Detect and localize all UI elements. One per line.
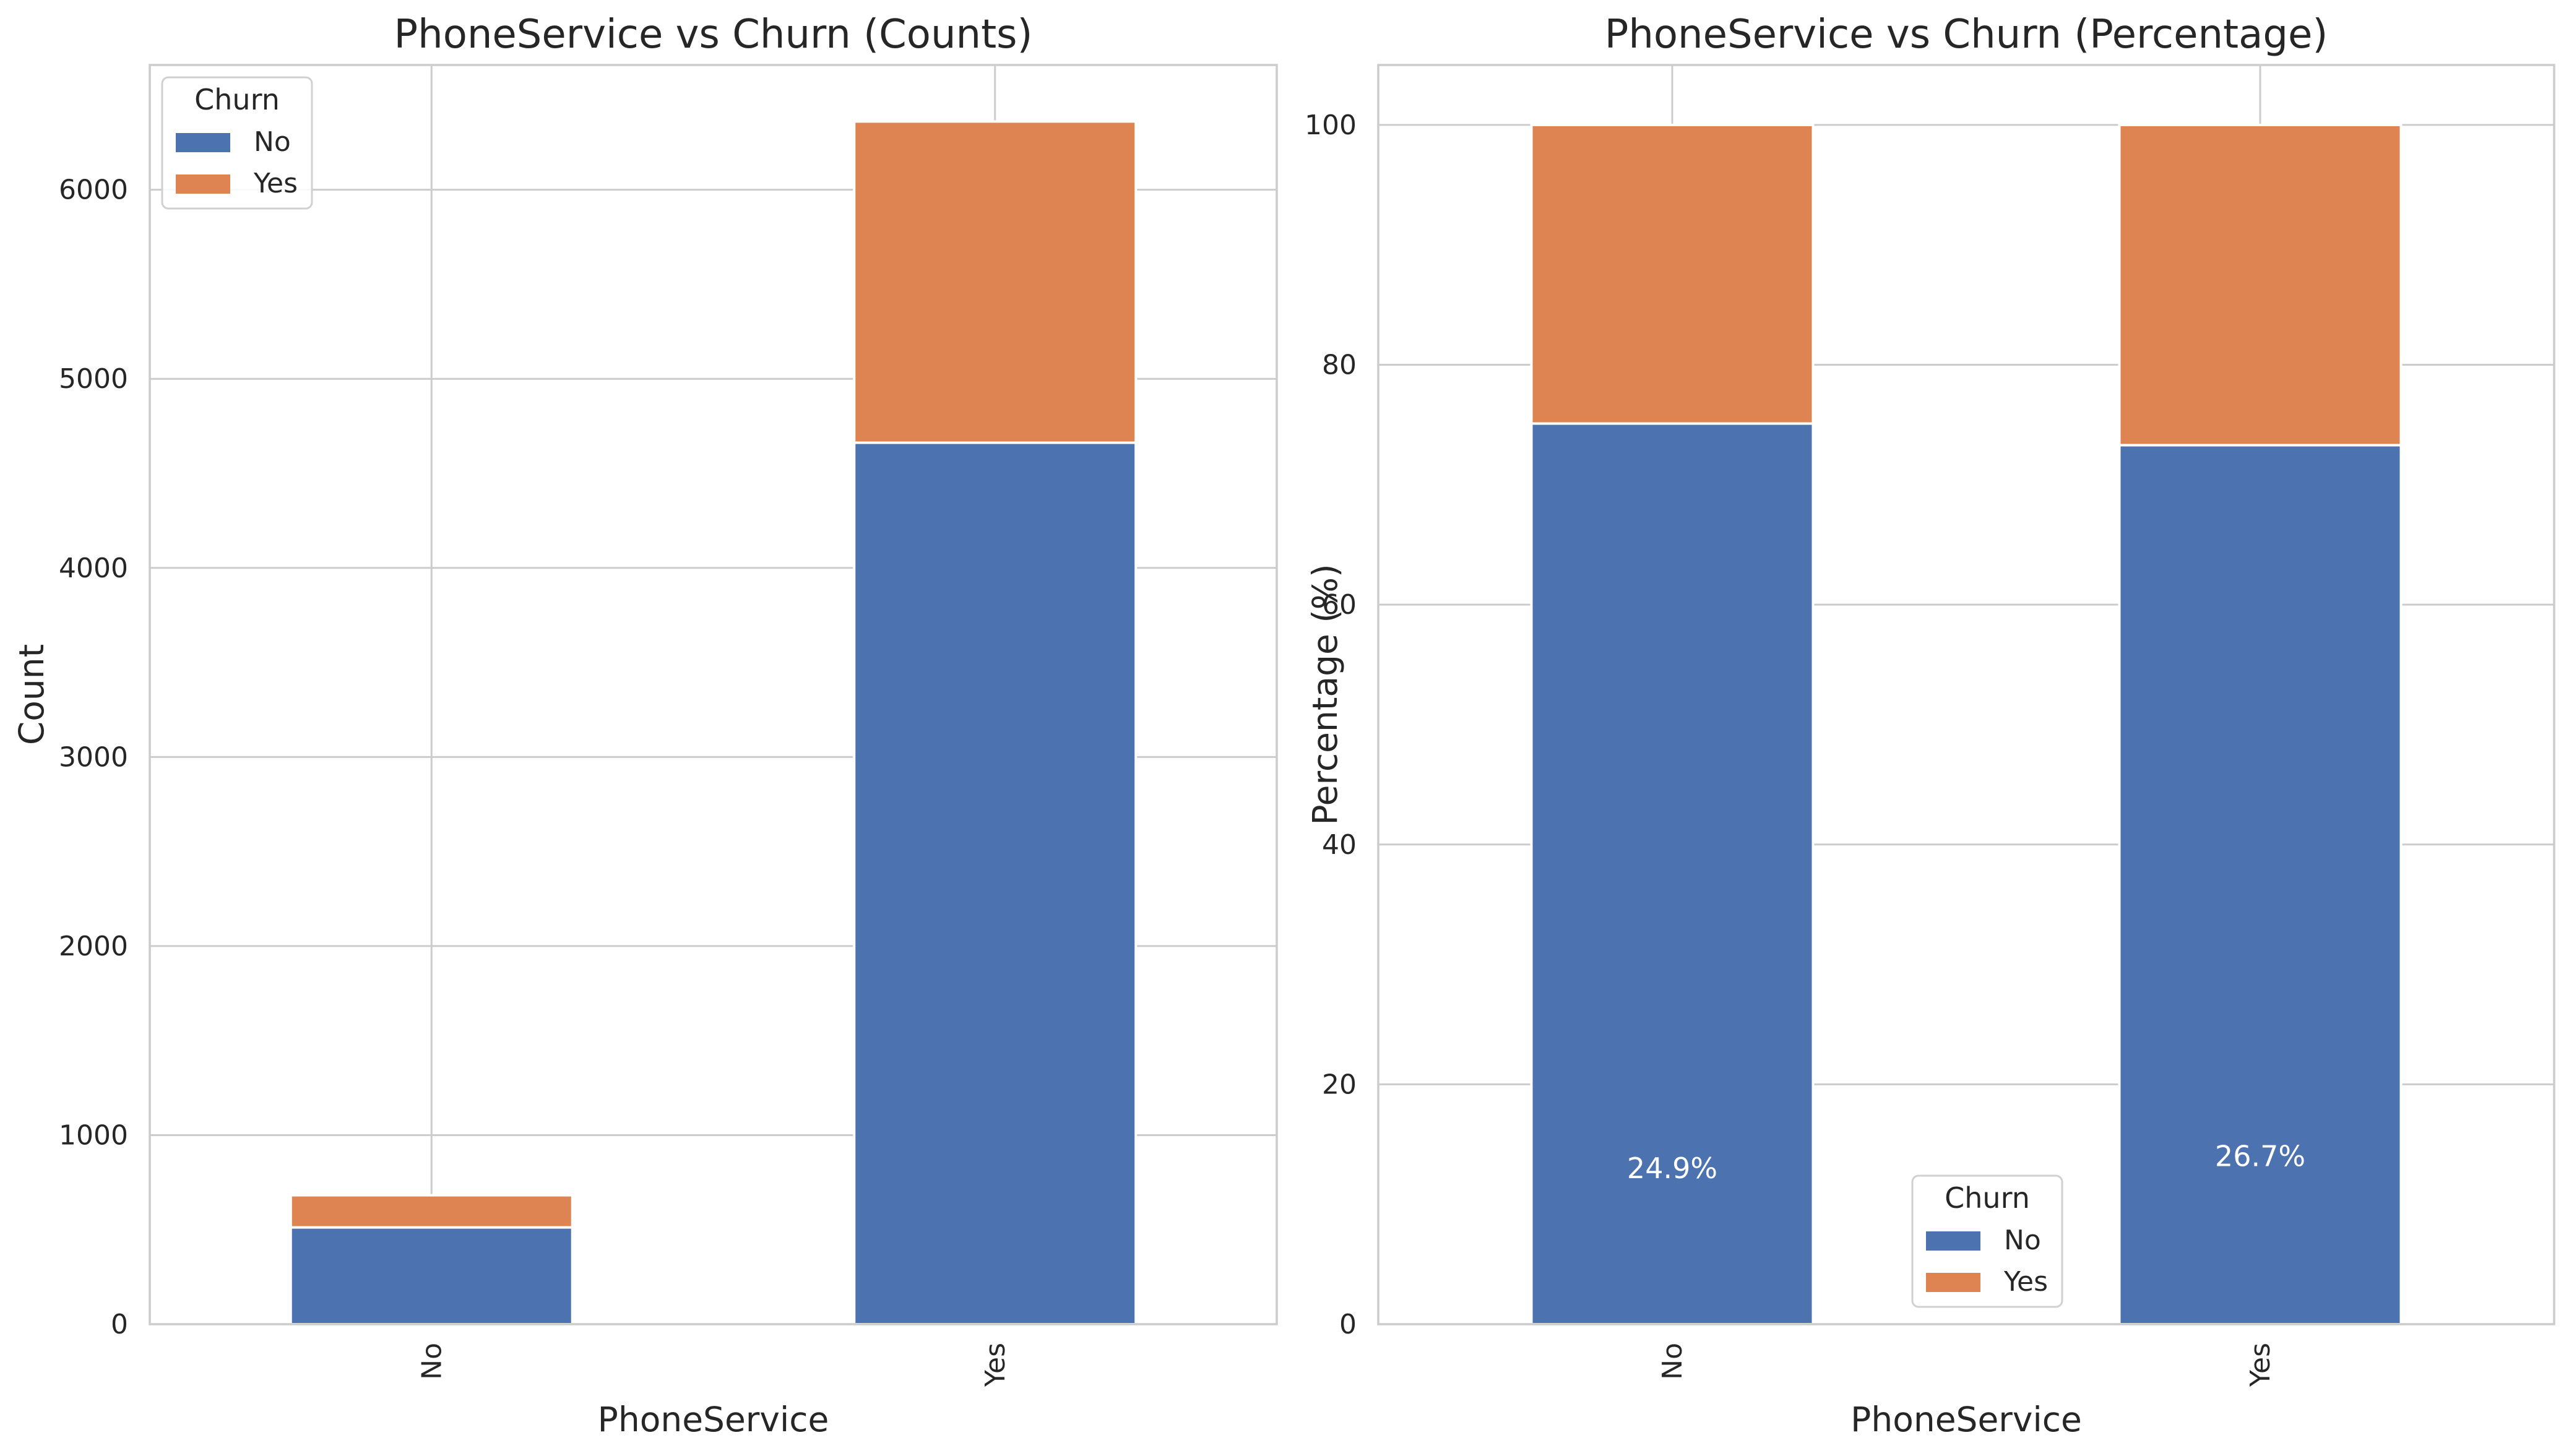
bar-yes-churn-no xyxy=(853,441,1138,1325)
y-tick-label: 5000 xyxy=(59,363,128,395)
y-tick-label: 0 xyxy=(1339,1309,1357,1340)
axes-frame xyxy=(149,64,1278,1325)
legend-title: Churn xyxy=(1945,1181,2030,1215)
y-axis-label: Count xyxy=(12,644,51,745)
counts-chart: 0 1000 2000 3000 4000 5000 6000 No Yes PhoneServi… xyxy=(12,12,1278,1439)
y-tick-label: 40 xyxy=(1322,829,1357,861)
legend-swatch-no xyxy=(1926,1231,1980,1251)
y-tick-label: 1000 xyxy=(59,1119,128,1151)
y-tick-label: 60 xyxy=(1322,589,1357,621)
bar-yes-churn-yes xyxy=(2118,123,2403,447)
legend: Churn No Yes xyxy=(1911,1174,2063,1308)
bar-no-churn-yes xyxy=(289,1194,574,1229)
bar-no-churn-yes xyxy=(1530,123,1815,425)
chart-title: PhoneService vs Churn (Percentage) xyxy=(1605,12,2328,58)
legend-swatch-no xyxy=(176,133,230,152)
y-tick-label: 0 xyxy=(111,1309,128,1340)
x-axis-label: PhoneService xyxy=(598,1400,829,1439)
bar-no-churn-no xyxy=(1530,422,1815,1325)
x-axis-label: PhoneService xyxy=(1850,1400,2082,1439)
legend-label-yes: Yes xyxy=(2003,1266,2048,1298)
legend-swatch-yes xyxy=(176,174,230,194)
axes-frame xyxy=(1377,64,2555,1325)
bar-yes-churn-no xyxy=(2118,444,2403,1325)
percentage-annotation: 24.9% xyxy=(1627,1152,1717,1185)
bar-no-churn-no xyxy=(289,1226,574,1325)
legend-swatch-yes xyxy=(1926,1273,1980,1292)
y-tick-label: 3000 xyxy=(59,741,128,773)
x-tick-label: Yes xyxy=(980,1343,1011,1387)
x-tick-label: No xyxy=(1657,1343,1688,1380)
y-tick-label: 100 xyxy=(1305,110,1357,141)
chart-title: PhoneService vs Churn (Counts) xyxy=(394,12,1033,58)
y-tick-label: 6000 xyxy=(59,174,128,206)
legend-title: Churn xyxy=(194,83,280,116)
legend-label-no: No xyxy=(254,126,291,158)
percentage-annotation: 26.7% xyxy=(2215,1140,2305,1173)
x-tick-label: No xyxy=(416,1343,447,1380)
bar-yes-churn-yes xyxy=(853,120,1138,444)
x-tick-label: Yes xyxy=(2245,1343,2276,1387)
y-axis-label: Percentage (%) xyxy=(1305,564,1345,825)
y-tick-label: 2000 xyxy=(59,931,128,962)
legend: Churn No Yes xyxy=(161,76,313,210)
y-tick-label: 20 xyxy=(1322,1069,1357,1100)
legend-label-yes: Yes xyxy=(253,168,298,199)
percentage-chart: 0 20 40 60 80 100 No Yes PhoneService vs Churn (… xyxy=(1305,12,2555,1439)
y-tick-label: 80 xyxy=(1322,350,1357,381)
y-tick-label: 4000 xyxy=(59,553,128,584)
legend-label-no: No xyxy=(2004,1225,2041,1256)
